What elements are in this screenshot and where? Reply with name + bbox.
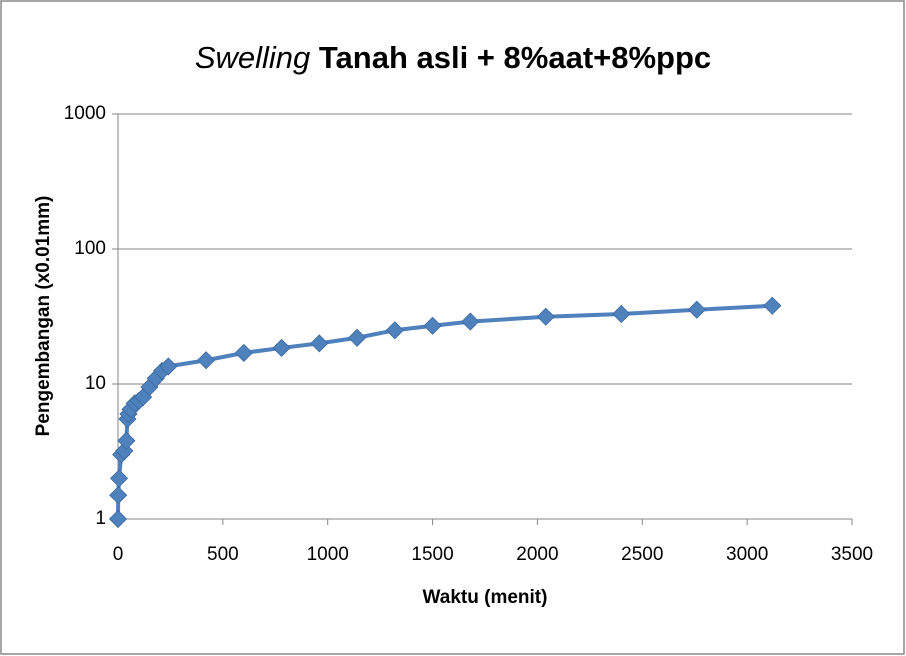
marker (385, 321, 404, 340)
x-tick-label: 0 (113, 544, 124, 565)
marker (763, 296, 782, 315)
x-tick-label: 1500 (411, 544, 453, 565)
marker (108, 509, 128, 529)
marker (159, 357, 178, 376)
marker (423, 316, 442, 335)
marker (536, 307, 555, 326)
y-tick-label: 10 (85, 373, 106, 394)
x-tick-label: 3000 (726, 544, 768, 565)
marker (461, 312, 480, 331)
marker (197, 351, 216, 370)
x-tick-label: 500 (207, 544, 239, 565)
y-tick-label: 1000 (64, 103, 106, 124)
marker (234, 343, 253, 362)
marker (687, 300, 706, 319)
marker (310, 334, 329, 353)
title-italic: Swelling (195, 40, 310, 75)
marker (272, 338, 291, 357)
x-tick-label: 3500 (831, 544, 873, 565)
x-axis-title: Waktu (menit) (423, 587, 548, 608)
marker (348, 328, 367, 347)
x-tick-label: 1000 (307, 544, 349, 565)
marker (612, 304, 631, 324)
marker (109, 469, 129, 488)
x-tick-label: 2000 (516, 544, 558, 565)
x-tick-label: 2500 (621, 544, 663, 565)
marker (117, 431, 136, 450)
chart-title: Swelling Tanah asli + 8%aat+8%ppc (195, 40, 711, 75)
y-tick-label: 1 (95, 508, 106, 529)
y-tick-label: 100 (74, 238, 106, 259)
title-rest: Tanah asli + 8%aat+8%ppc (319, 40, 711, 75)
marker (109, 486, 128, 505)
y-axis-title: Pengembangan (x0.01mm) (33, 196, 54, 437)
